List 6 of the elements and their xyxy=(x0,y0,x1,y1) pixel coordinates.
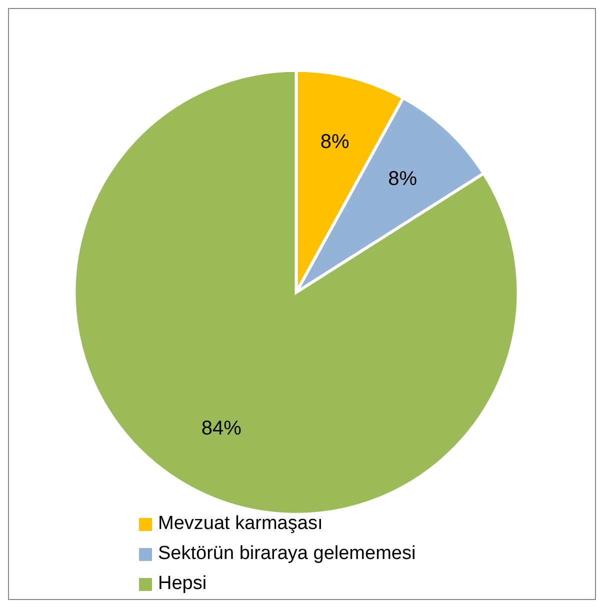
legend-label: Sektörün biraraya gelememesi xyxy=(158,542,416,566)
legend-label: Mevzuat karmaşası xyxy=(158,512,323,536)
legend-label: Hepsi xyxy=(158,572,207,596)
data-label: 8% xyxy=(388,168,418,190)
data-label: 84% xyxy=(201,418,242,440)
data-label: 8% xyxy=(320,130,350,153)
